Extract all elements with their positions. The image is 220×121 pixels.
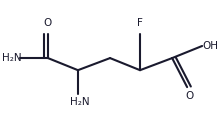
Text: OH: OH xyxy=(203,41,219,51)
Text: O: O xyxy=(44,18,52,28)
Text: H₂N: H₂N xyxy=(70,97,90,107)
Text: F: F xyxy=(137,18,143,28)
Text: O: O xyxy=(185,91,193,101)
Text: H₂N: H₂N xyxy=(2,53,21,63)
